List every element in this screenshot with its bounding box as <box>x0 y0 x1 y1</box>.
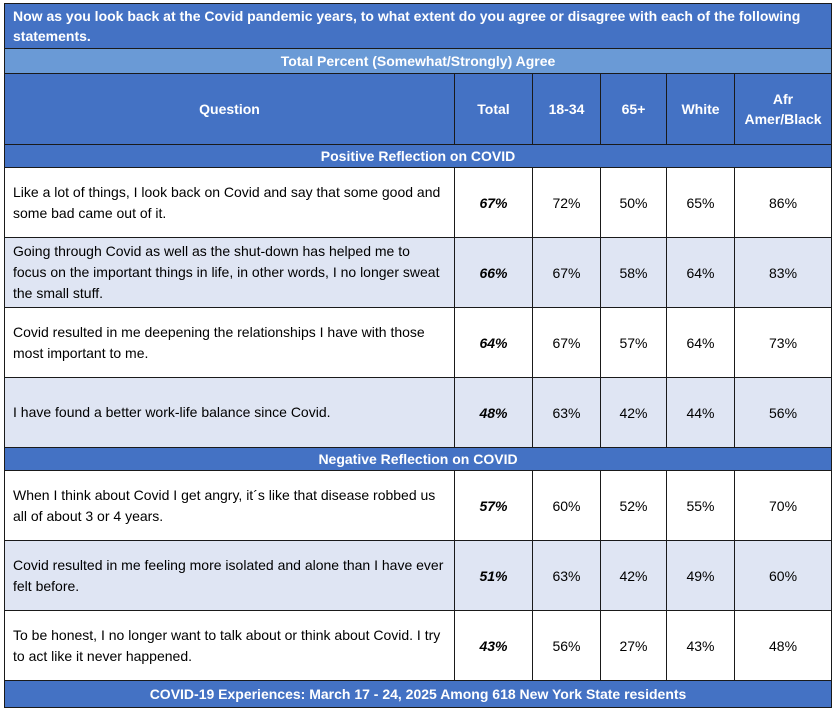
value-cell: 48% <box>733 610 833 681</box>
value-cell: 57% <box>600 307 667 378</box>
table-row: Like a lot of things, I look back on Cov… <box>4 167 833 238</box>
section-header-row: Positive Reflection on COVID <box>3 144 833 168</box>
value-cell: 63% <box>532 540 601 611</box>
column-header-18-34: 18-34 <box>532 73 601 145</box>
question-cell: Like a lot of things, I look back on Cov… <box>4 167 455 238</box>
value-cell: 42% <box>600 377 667 448</box>
column-header-afr-amer-black: Afr Amer/Black <box>733 73 833 145</box>
value-cell: 50% <box>600 167 667 238</box>
value-cell: 55% <box>666 470 735 541</box>
value-cell: 42% <box>600 540 667 611</box>
table-row: Going through Covid as well as the shut-… <box>4 237 833 308</box>
value-cell: 72% <box>532 167 601 238</box>
question-cell: Covid resulted in me deepening the relat… <box>4 307 455 378</box>
table-row: Covid resulted in me deepening the relat… <box>4 307 833 378</box>
column-header-question: Question <box>4 73 455 145</box>
section-title: Negative Reflection on COVID <box>3 447 833 471</box>
table-row: Covid resulted in me feeling more isolat… <box>4 540 833 611</box>
value-cell: 73% <box>733 307 833 378</box>
column-header-white: White <box>666 73 735 145</box>
value-cell: 60% <box>532 470 601 541</box>
value-cell: 43% <box>666 610 735 681</box>
value-cell: 60% <box>733 540 833 611</box>
value-cell: 63% <box>532 377 601 448</box>
total-value-cell: 51% <box>454 540 533 611</box>
total-value-cell: 57% <box>454 470 533 541</box>
question-cell: I have found a better work-life balance … <box>4 377 455 448</box>
table-subtitle: Total Percent (Somewhat/Strongly) Agree <box>3 48 833 74</box>
column-header-65-plus: 65+ <box>600 73 667 145</box>
question-cell: When I think about Covid I get angry, it… <box>4 470 455 541</box>
value-cell: 86% <box>733 167 833 238</box>
column-header-row: Question Total 18-34 65+ White Afr Amer/… <box>4 73 833 145</box>
value-cell: 44% <box>666 377 735 448</box>
value-cell: 58% <box>600 237 667 308</box>
question-cell: To be honest, I no longer want to talk a… <box>4 610 455 681</box>
value-cell: 64% <box>666 307 735 378</box>
question-cell: Covid resulted in me feeling more isolat… <box>4 540 455 611</box>
value-cell: 65% <box>666 167 735 238</box>
value-cell: 56% <box>532 610 601 681</box>
question-cell: Going through Covid as well as the shut-… <box>4 237 455 308</box>
total-value-cell: 66% <box>454 237 533 308</box>
value-cell: 70% <box>733 470 833 541</box>
total-value-cell: 67% <box>454 167 533 238</box>
value-cell: 67% <box>532 237 601 308</box>
value-cell: 27% <box>600 610 667 681</box>
total-value-cell: 64% <box>454 307 533 378</box>
table-footer: COVID-19 Experiences: March 17 - 24, 202… <box>3 680 833 708</box>
value-cell: 67% <box>532 307 601 378</box>
total-value-cell: 43% <box>454 610 533 681</box>
value-cell: 56% <box>733 377 833 448</box>
table-row: When I think about Covid I get angry, it… <box>4 470 833 541</box>
table-row: I have found a better work-life balance … <box>4 377 833 448</box>
survey-table: Now as you look back at the Covid pandem… <box>3 3 833 708</box>
table-title: Now as you look back at the Covid pandem… <box>3 3 833 49</box>
section-title: Positive Reflection on COVID <box>3 144 833 168</box>
value-cell: 49% <box>666 540 735 611</box>
value-cell: 52% <box>600 470 667 541</box>
section-header-row: Negative Reflection on COVID <box>3 447 833 471</box>
table-row: To be honest, I no longer want to talk a… <box>4 610 833 681</box>
column-header-total: Total <box>454 73 533 145</box>
value-cell: 83% <box>733 237 833 308</box>
value-cell: 64% <box>666 237 735 308</box>
total-value-cell: 48% <box>454 377 533 448</box>
